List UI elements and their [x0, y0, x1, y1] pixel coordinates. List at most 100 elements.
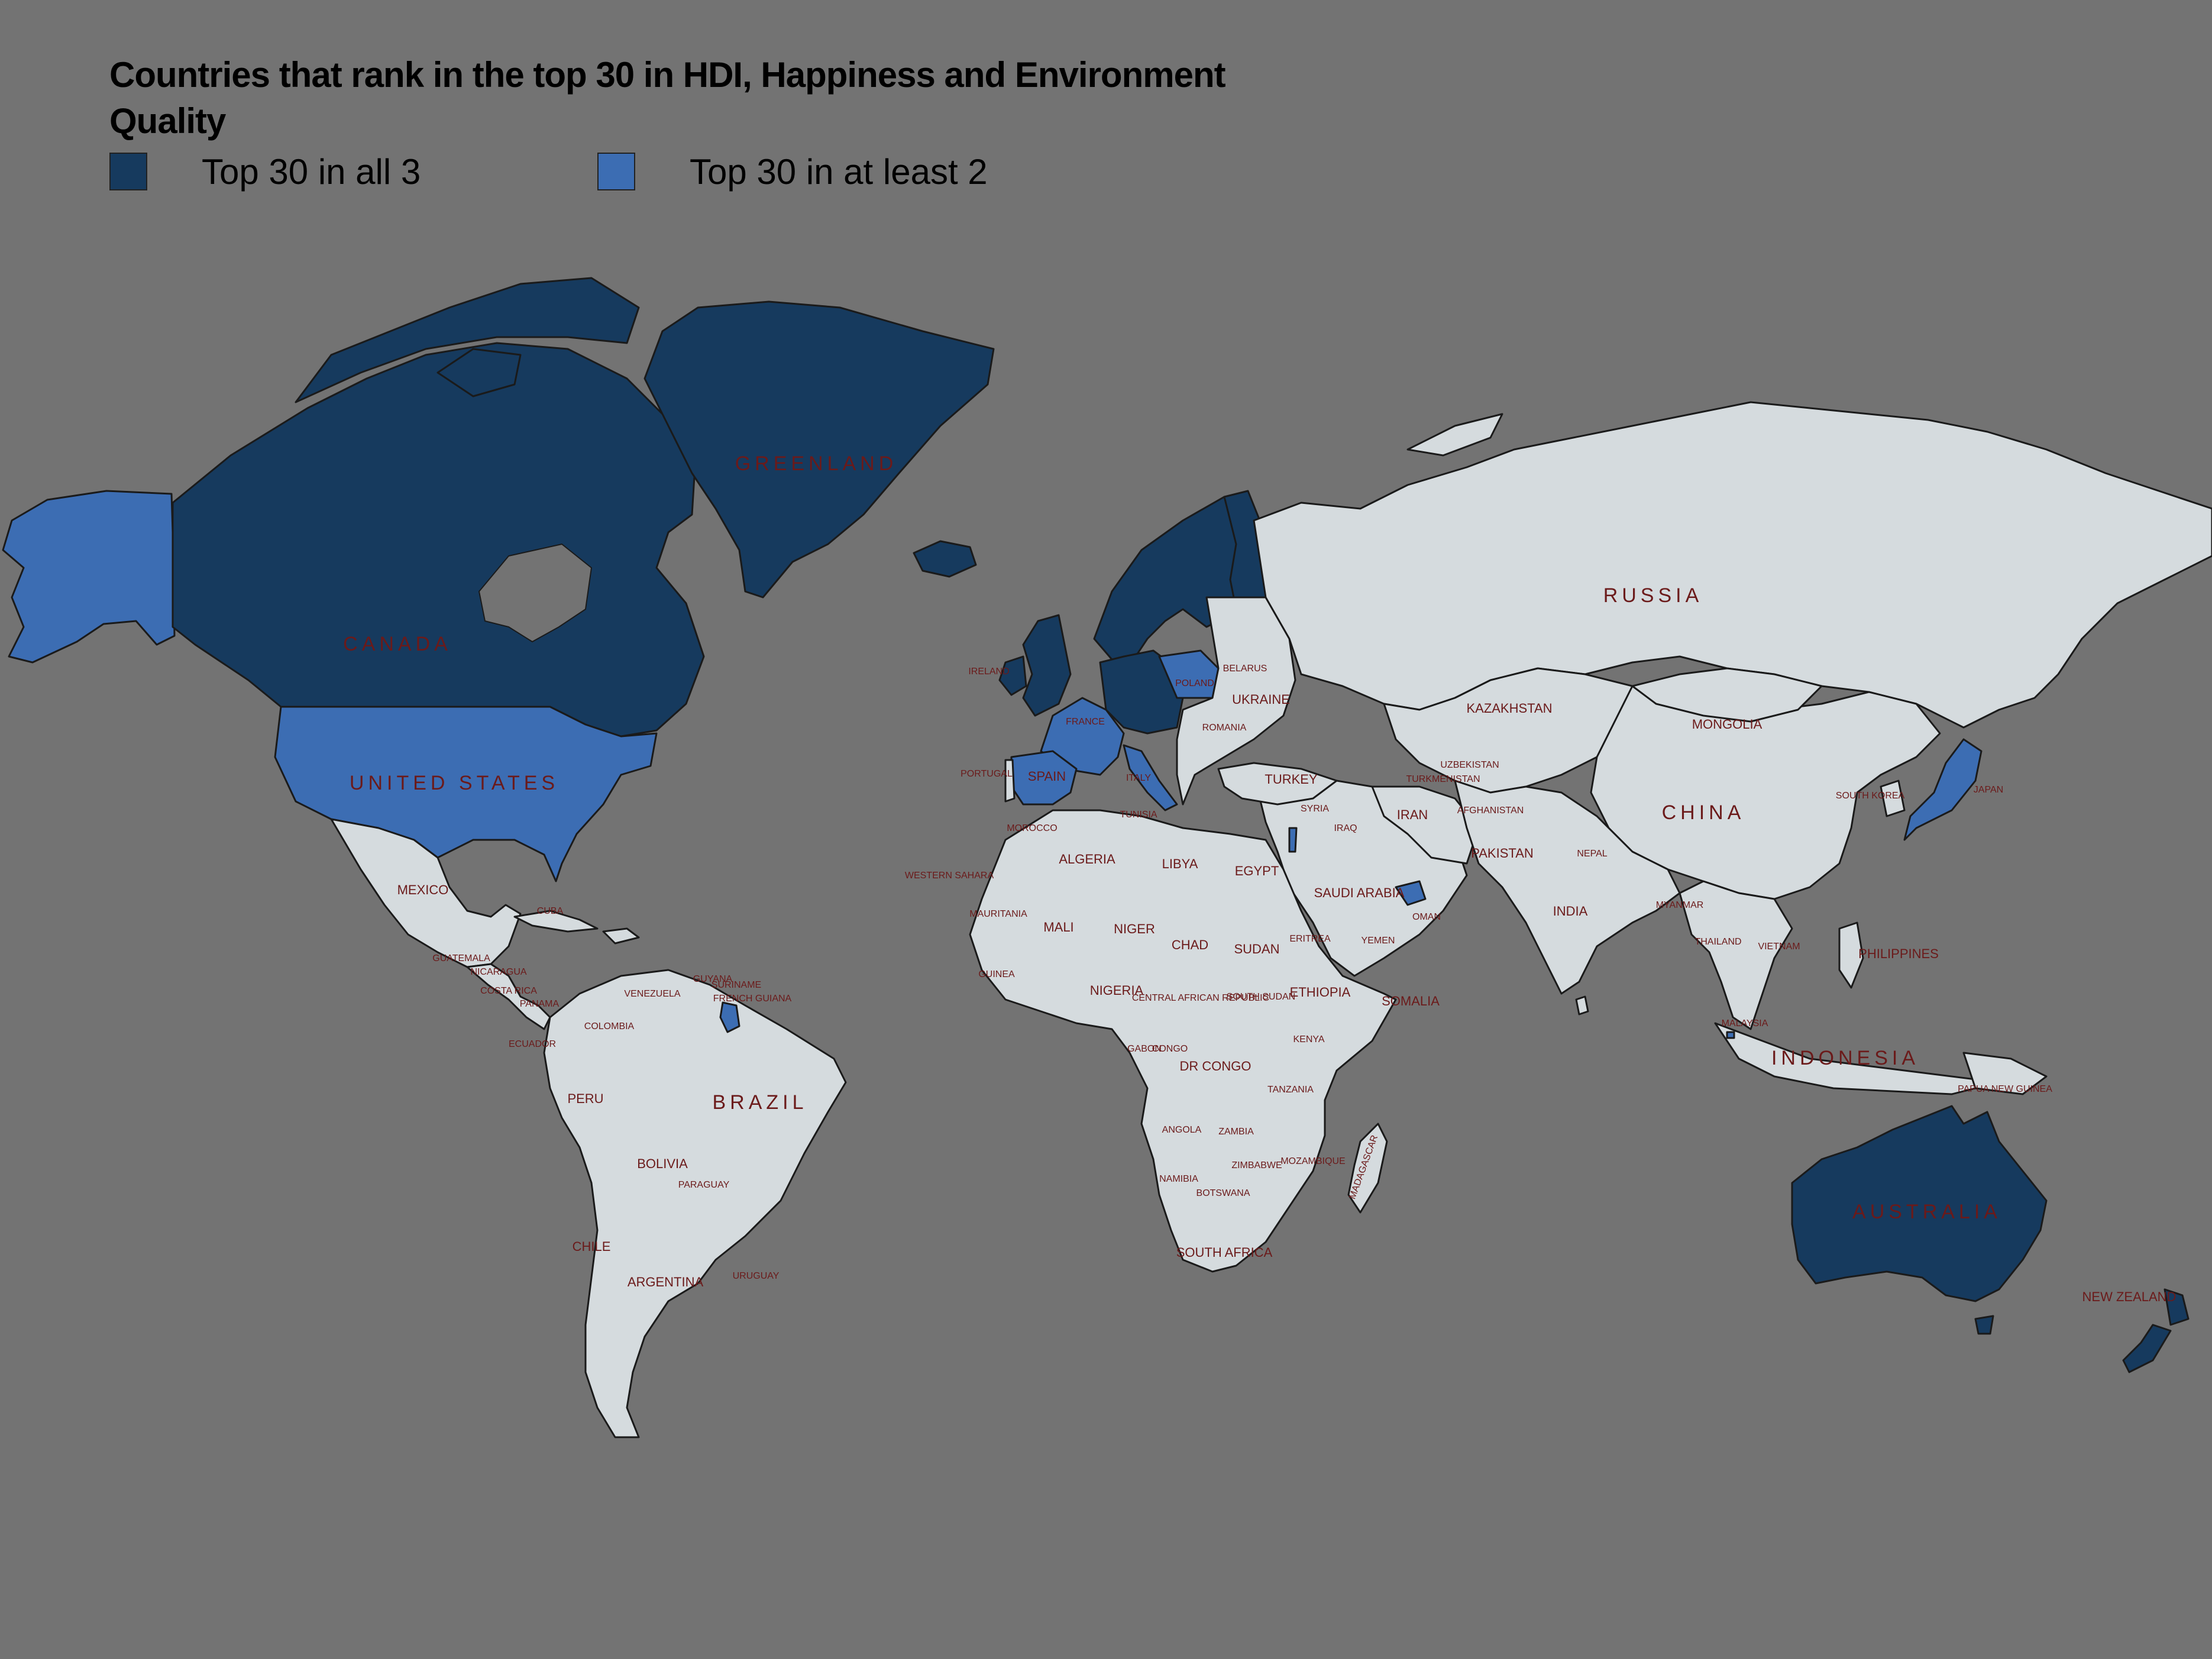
country-madagascar: [1347, 1123, 1388, 1214]
country-japan: [1903, 738, 1983, 841]
label-morocco: MOROCCO: [1007, 823, 1057, 833]
label-portugal: PORTUGAL: [961, 769, 1013, 779]
label-iraq: IRAQ: [1334, 823, 1357, 833]
country-alaska: [2, 490, 176, 664]
country-mexico: [330, 818, 522, 968]
label-chad: CHAD: [1172, 937, 1208, 952]
label-egypt: EGYPT: [1235, 864, 1279, 878]
label-greenland: GREENLAND: [735, 452, 898, 475]
country-mongolia: [1631, 667, 1823, 723]
label-south-korea: SOUTH KOREA: [1836, 791, 1905, 801]
label-dr-congo: DR CONGO: [1180, 1059, 1251, 1073]
canada-arctic-islands: [295, 277, 640, 403]
label-ireland: IRELAND: [968, 667, 1009, 677]
country-papua-new-guinea: [1962, 1052, 2048, 1095]
country-cuba: [513, 910, 599, 933]
label-india: INDIA: [1553, 904, 1588, 919]
label-kazakhstan: KAZAKHSTAN: [1466, 701, 1552, 716]
country-portugal: [1004, 759, 1016, 803]
legend-swatch-at-least2: [597, 153, 635, 190]
label-niger: NIGER: [1114, 921, 1155, 936]
label-congo: CONGO: [1152, 1044, 1188, 1054]
label-guyana: GUYANA: [693, 974, 733, 984]
label-italy: ITALY: [1126, 773, 1151, 783]
label-mexico: MEXICO: [397, 882, 449, 897]
label-namibia: NAMIBIA: [1159, 1174, 1198, 1184]
island-novaya-zemlya: [1406, 413, 1503, 457]
label-oman: OMAN: [1412, 912, 1441, 922]
label-argentina: ARGENTINA: [628, 1275, 704, 1289]
label-sudan: SUDAN: [1234, 942, 1279, 956]
label-eritrea: ERITREA: [1289, 934, 1331, 944]
region-africa: [969, 809, 1397, 1273]
country-ireland: [998, 655, 1027, 696]
label-papua-new-guinea: PAPUA NEW GUINEA: [1958, 1084, 2052, 1094]
country-south-korea: [1880, 780, 1906, 817]
label-colombia: COLOMBIA: [584, 1021, 635, 1031]
island-hispaniola: [602, 927, 640, 945]
label-french-guiana: FRENCH GUIANA: [713, 994, 792, 1004]
legend-swatch-all3: [109, 153, 147, 190]
label-belarus: BELARUS: [1223, 664, 1267, 674]
label-cuba: CUBA: [537, 906, 564, 916]
country-french-guiana: [719, 1001, 740, 1033]
label-panama: PANAMA: [520, 999, 560, 1009]
label-romania: ROMANIA: [1202, 723, 1247, 733]
label-spain: SPAIN: [1028, 769, 1066, 784]
label-france: FRANCE: [1066, 717, 1105, 727]
label-guinea: GUINEA: [978, 969, 1015, 979]
label-mauritania: MAURITANIA: [969, 909, 1027, 919]
country-greenland: [643, 300, 995, 599]
label-peru: PERU: [567, 1091, 603, 1106]
label-malaysia: MALAYSIA: [1722, 1018, 1768, 1029]
country-new-zealand-north: [2164, 1288, 2190, 1326]
label-zambia: ZAMBIA: [1218, 1127, 1254, 1137]
label-saudi-arabia: SAUDI ARABIA: [1314, 885, 1405, 900]
label-turkmenistan: TURKMENISTAN: [1406, 774, 1480, 784]
legend-label-all3: Top 30 in all 3: [202, 151, 421, 192]
label-algeria: ALGERIA: [1059, 852, 1115, 866]
label-turkey: TURKEY: [1265, 772, 1318, 787]
country-sri-lanka: [1575, 995, 1589, 1016]
label-poland: POLAND: [1175, 678, 1214, 688]
label-zimbabwe: ZIMBABWE: [1231, 1160, 1282, 1170]
label-nepal: NEPAL: [1577, 849, 1607, 859]
label-united-states: UNITED STATES: [350, 772, 559, 794]
canada-hudson-bay: [478, 544, 592, 642]
label-yemen: YEMEN: [1362, 936, 1395, 946]
label-mali: MALI: [1043, 920, 1073, 934]
label-australia: AUSTRALIA: [1852, 1201, 2001, 1223]
label-brazil: BRAZIL: [712, 1091, 807, 1114]
label-new-zealand: NEW ZEALAND: [2082, 1289, 2177, 1304]
label-pakistan: PAKISTAN: [1471, 846, 1534, 861]
country-italy: [1123, 744, 1178, 811]
label-central-african-republic: CENTRAL AFRICAN REPUBLIC: [1132, 993, 1269, 1003]
country-australia-tasmania: [1974, 1315, 1994, 1335]
label-philippines: PHILIPPINES: [1858, 946, 1939, 961]
map-title: Countries that rank in the top 30 in HDI…: [109, 55, 1226, 141]
country-singapore: [1726, 1031, 1735, 1039]
label-bolivia: BOLIVIA: [637, 1156, 688, 1171]
label-nicaragua: NICARAGUA: [470, 967, 526, 977]
label-mongolia: MONGOLIA: [1692, 717, 1763, 732]
legend-item-at-least2: Top 30 in at least 2: [597, 151, 988, 192]
label-china: CHINA: [1662, 801, 1745, 824]
label-libya: LIBYA: [1162, 856, 1198, 871]
label-kenya: KENYA: [1293, 1034, 1324, 1044]
country-canada: [172, 342, 705, 738]
label-thailand: THAILAND: [1694, 937, 1741, 947]
label-angola: ANGOLA: [1162, 1125, 1202, 1135]
country-united-kingdom: [1022, 614, 1072, 717]
label-ukraine: UKRAINE: [1232, 692, 1290, 707]
label-myanmar: MYANMAR: [1656, 900, 1704, 910]
region-south-asia: [1454, 780, 1681, 995]
country-new-zealand-south: [2122, 1324, 2172, 1373]
canada-arctic-island-2: [436, 348, 522, 397]
label-costa-rica: COSTA RICA: [480, 986, 537, 996]
label-japan: JAPAN: [1974, 785, 2003, 795]
label-syria: SYRIA: [1301, 804, 1329, 814]
label-south-sudan: SOUTH SUDAN: [1227, 992, 1295, 1002]
country-israel: [1288, 827, 1298, 853]
label-somalia: SOMALIA: [1382, 994, 1440, 1008]
country-iceland: [913, 540, 977, 578]
